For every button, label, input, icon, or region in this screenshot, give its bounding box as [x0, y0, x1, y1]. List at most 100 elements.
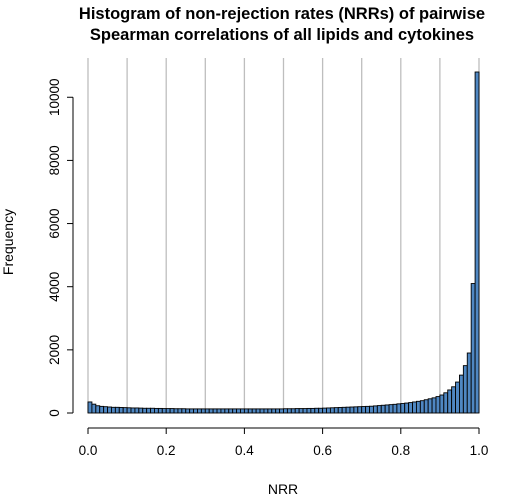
histogram-bar — [130, 407, 136, 414]
histogram-bar — [220, 408, 226, 414]
histogram-bar — [466, 352, 472, 414]
histogram-bar — [240, 408, 245, 414]
histogram-bar — [95, 405, 101, 414]
histogram-bar — [337, 407, 343, 414]
histogram-bar — [177, 408, 183, 414]
histogram-bar — [118, 407, 124, 414]
histogram-bar — [396, 403, 402, 414]
histogram-bar — [243, 408, 249, 414]
y-axis: 0 2000 4000 6000 8000 10000 — [47, 78, 74, 417]
x-tick-label: 0.6 — [313, 443, 332, 458]
histogram-bar — [279, 408, 284, 414]
histogram-bar — [154, 407, 159, 414]
histogram-bar — [142, 407, 148, 414]
y-tick-label: 8000 — [47, 145, 62, 175]
histogram-bar — [365, 405, 370, 414]
x-tick-label: 0.0 — [79, 443, 98, 458]
histogram-bar — [415, 400, 421, 414]
histogram-bar — [200, 408, 206, 414]
histogram-bar — [459, 374, 464, 414]
histogram-bar — [384, 404, 390, 414]
histogram-bar — [224, 408, 230, 414]
histogram-bar — [103, 406, 108, 414]
histogram-bar — [255, 408, 261, 414]
histogram-bar — [419, 400, 425, 414]
x-tick-label: 1.0 — [470, 443, 489, 458]
histogram-bar — [318, 407, 324, 414]
histogram-bar — [263, 408, 269, 414]
histogram-bar — [204, 408, 210, 414]
histogram-bars — [87, 71, 480, 414]
histogram-bar — [423, 399, 429, 414]
histogram-bar — [91, 403, 97, 414]
histogram-bar — [283, 408, 288, 414]
histogram-bar — [380, 404, 386, 414]
histogram-bar — [247, 408, 253, 414]
histogram-bar — [333, 407, 339, 414]
histogram-bar — [341, 406, 347, 414]
histogram-bar — [455, 381, 460, 414]
histogram-bar — [259, 408, 265, 414]
histogram-bar — [326, 407, 331, 414]
histogram-bar — [161, 408, 167, 414]
histogram-bar — [212, 408, 218, 414]
histogram-bar — [302, 408, 308, 414]
histogram-bar — [361, 406, 367, 414]
histogram-bar — [372, 405, 378, 414]
histogram-bar — [392, 403, 398, 414]
histogram-bar — [251, 408, 257, 414]
histogram-bar — [369, 405, 374, 414]
histogram-bar — [173, 408, 179, 414]
x-axis: 0.0 0.2 0.4 0.6 0.8 1.0 — [79, 427, 489, 458]
histogram-bar — [114, 406, 120, 414]
histogram-bar — [111, 406, 116, 414]
chart-title-line-1: Histogram of non-rejection rates (NRRs) … — [79, 5, 485, 23]
histogram-bar — [345, 406, 351, 414]
histogram-bar — [306, 407, 312, 414]
x-tick-label: 0.2 — [157, 443, 176, 458]
histogram-bar — [107, 406, 112, 414]
histogram-bar — [408, 402, 413, 414]
y-tick-label: 10000 — [47, 78, 62, 116]
histogram-bar — [122, 407, 128, 414]
histogram-bar — [388, 404, 394, 414]
y-axis-label: Frequency — [0, 209, 16, 275]
histogram-bar — [146, 407, 152, 414]
histogram-bar — [99, 405, 105, 414]
y-tick-label: 6000 — [47, 209, 62, 239]
y-tick-label: 2000 — [47, 335, 62, 365]
histogram-bar — [376, 405, 382, 414]
chart-title-line-2: Spearman correlations of all lipids and … — [90, 26, 474, 44]
histogram-bar — [400, 403, 406, 414]
histogram-bar — [427, 398, 433, 414]
histogram-bar — [267, 408, 273, 414]
histogram-bar — [181, 408, 187, 414]
y-tick-label: 0 — [47, 409, 62, 417]
x-tick-label: 0.4 — [235, 443, 254, 458]
histogram-bar — [412, 401, 417, 414]
histogram-bar — [232, 408, 238, 414]
histogram-bar — [447, 389, 453, 414]
histogram-bar — [349, 406, 355, 414]
histogram-bar — [228, 408, 234, 414]
histogram-bar — [353, 406, 359, 414]
gridlines — [87, 58, 480, 413]
histogram-bar — [271, 408, 277, 414]
x-axis-label: NRR — [268, 481, 298, 497]
histogram-bar — [216, 408, 222, 414]
histogram-bar — [298, 408, 304, 414]
histogram-bar — [138, 407, 144, 414]
histogram-bar — [404, 402, 410, 414]
histogram-bar — [197, 408, 202, 414]
histogram-bar — [286, 408, 292, 414]
histogram-bar — [185, 408, 191, 414]
histogram-bar — [329, 407, 335, 414]
histogram-bar — [431, 397, 437, 414]
histogram-bar — [451, 386, 456, 414]
histogram-bar — [435, 396, 441, 414]
y-tick-label: 4000 — [47, 272, 62, 302]
histogram-bar — [193, 408, 198, 414]
histogram-bar — [189, 408, 195, 414]
histogram-bar — [290, 408, 296, 414]
